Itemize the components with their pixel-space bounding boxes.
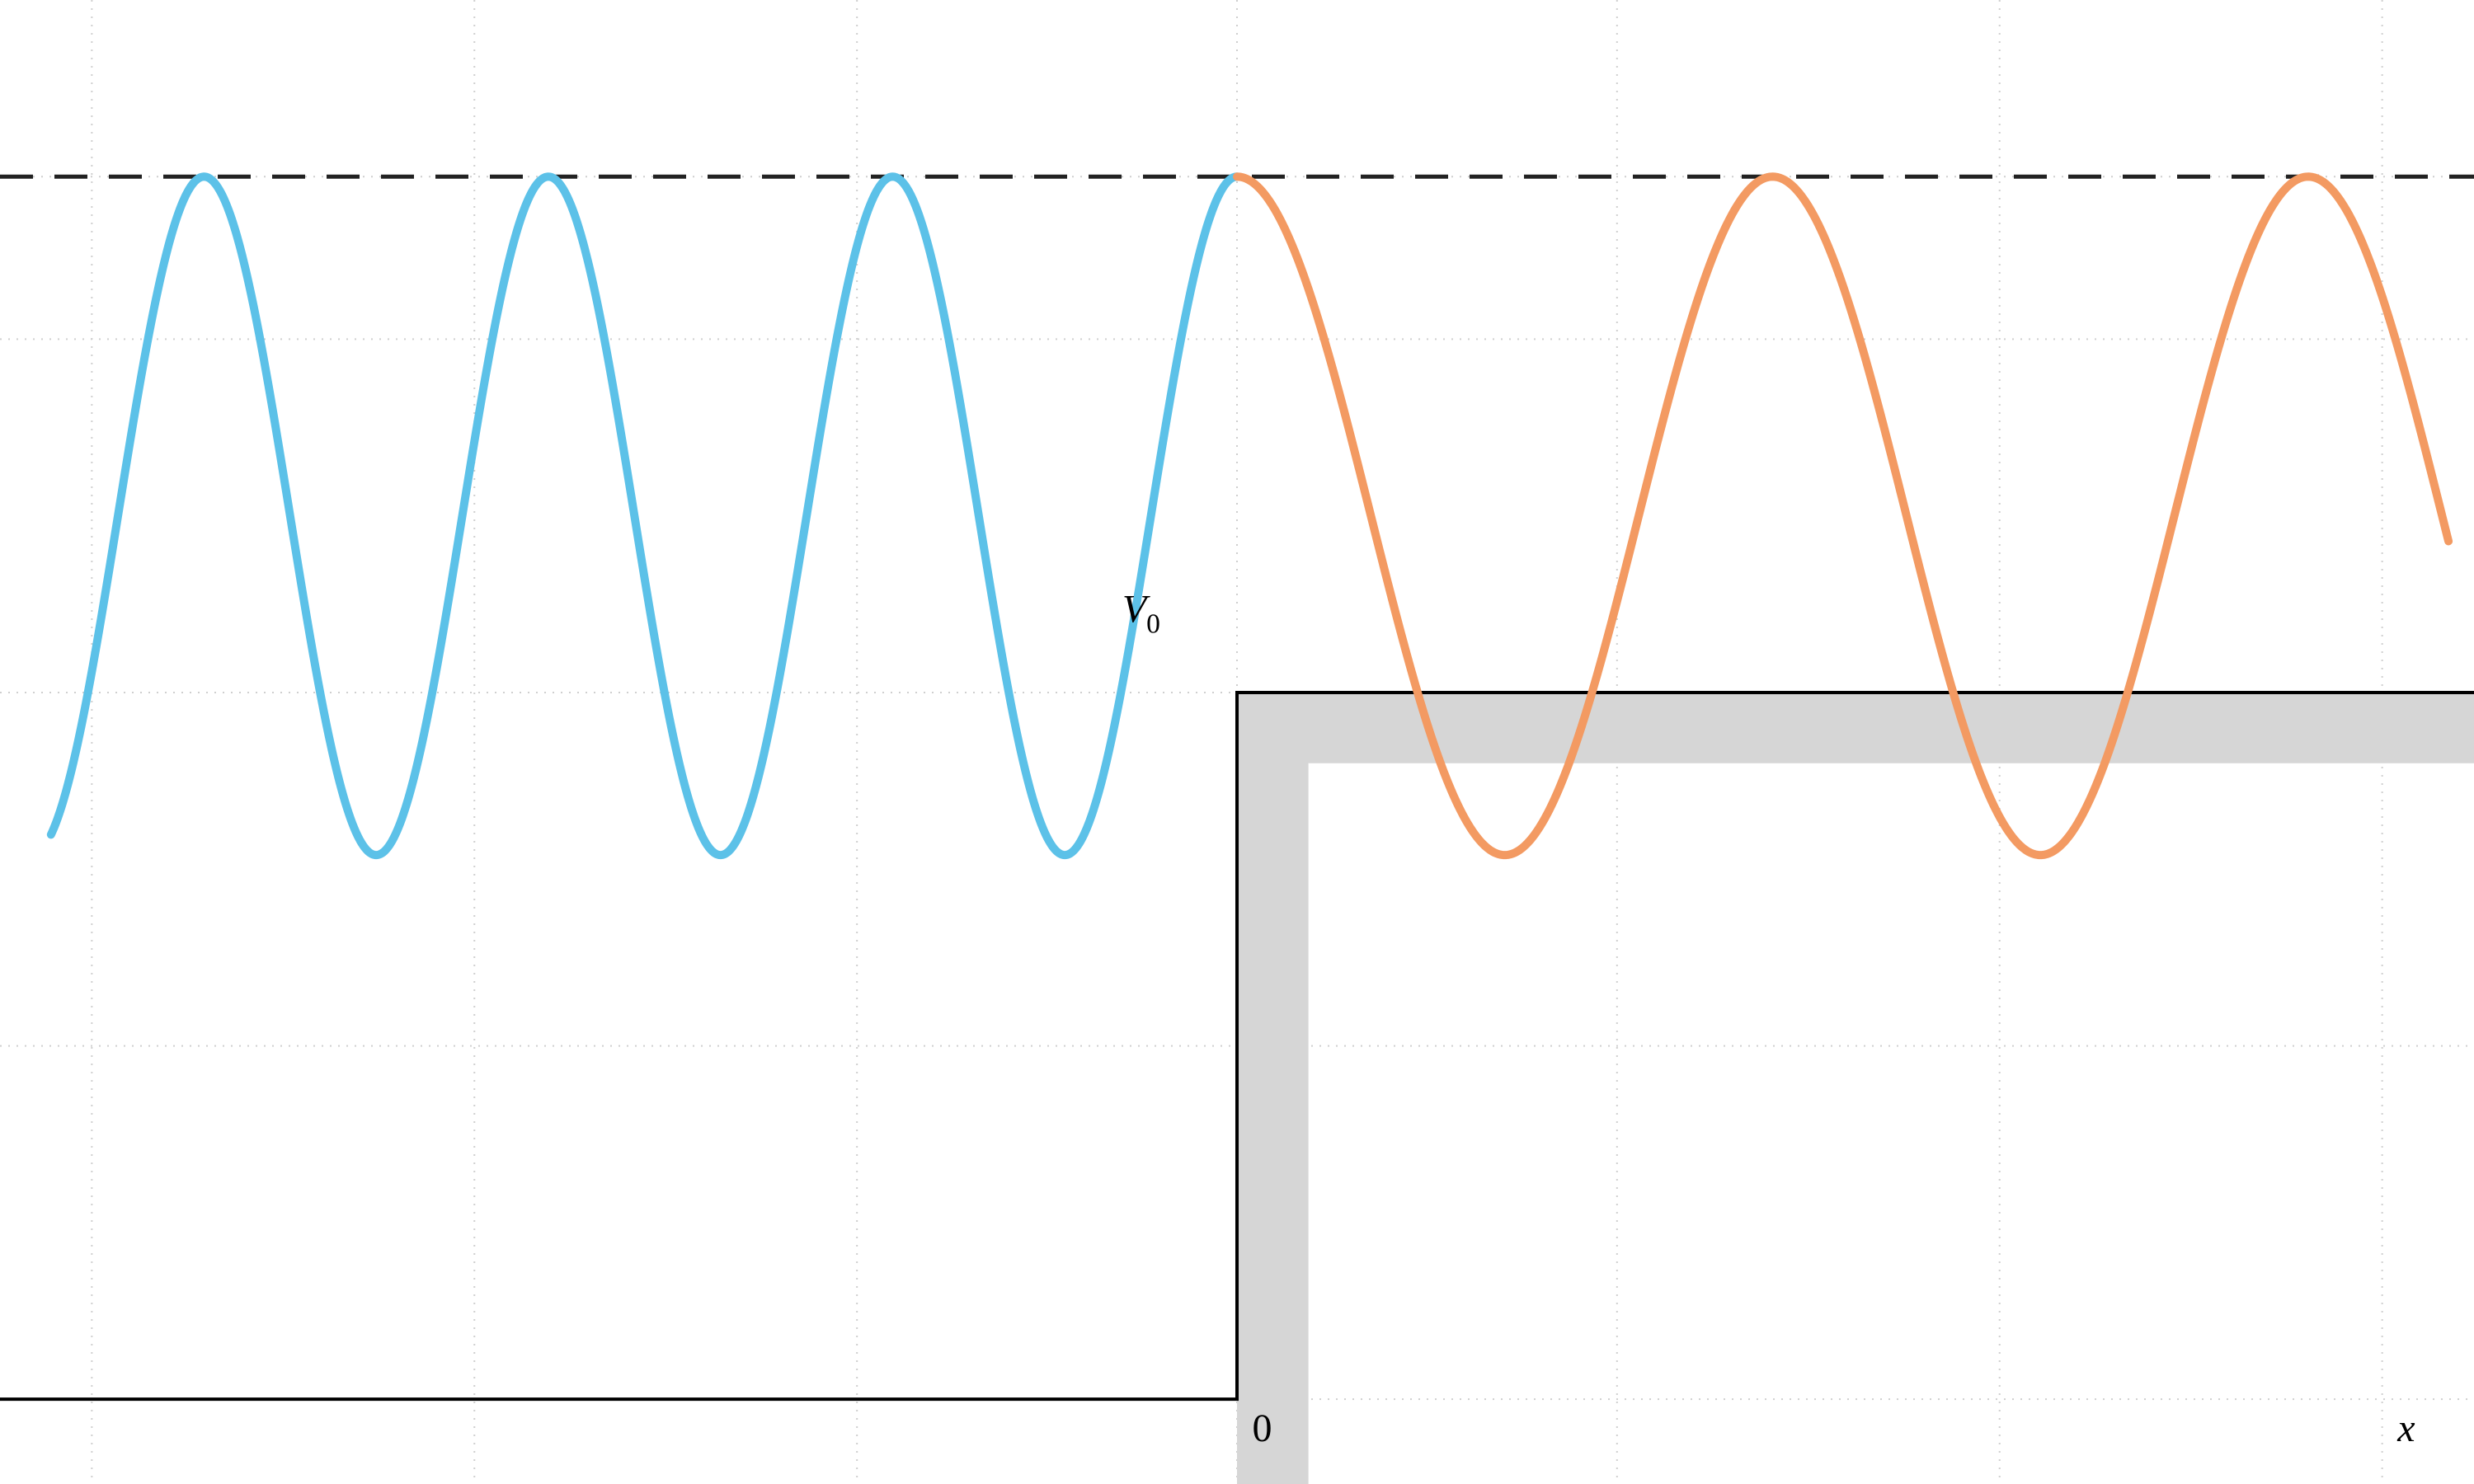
potential-step-fill [1237,693,2474,1484]
incident-wave [51,176,1237,855]
origin-label: 0 [1253,1407,1272,1450]
x-axis-label: x [2396,1407,2415,1450]
potential-step-chart: V00x [0,0,2474,1484]
